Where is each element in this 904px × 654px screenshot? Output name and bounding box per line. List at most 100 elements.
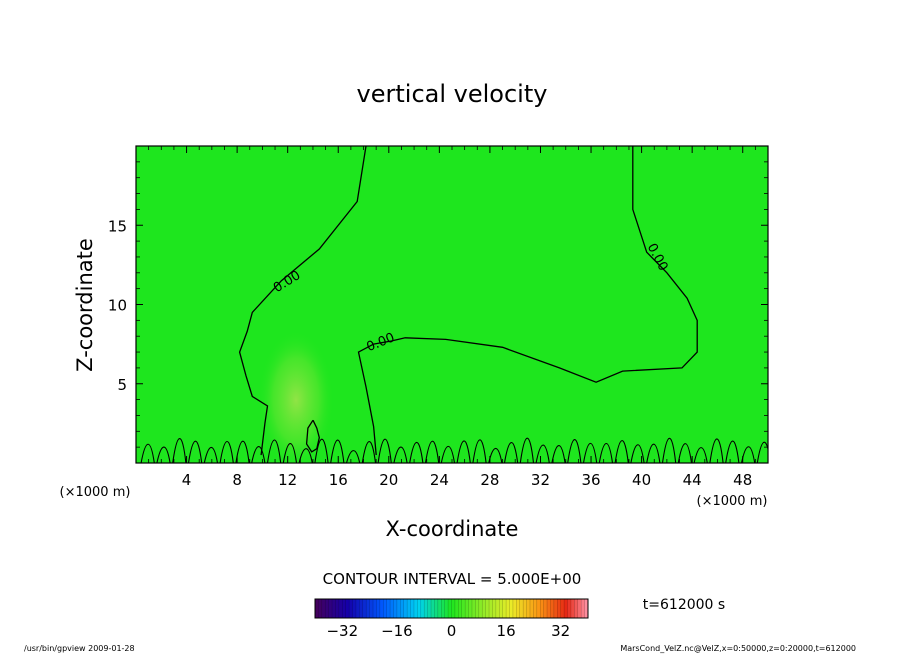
- x-unit-right: (×1000 m): [697, 494, 768, 509]
- colorbar-cell: [373, 599, 377, 618]
- time-label: t=612000 s: [643, 597, 725, 613]
- colorbar-cell: [448, 599, 452, 618]
- colorbar-cell: [489, 599, 493, 618]
- colorbar-cell: [547, 599, 551, 618]
- x-tick-label: 20: [379, 471, 398, 489]
- contour-line: [238, 146, 367, 456]
- colorbar-cell: [574, 599, 579, 618]
- colorbar-cell: [516, 599, 521, 618]
- colorbar-cell: [393, 599, 398, 618]
- colorbar-cell: [523, 599, 527, 618]
- colorbar-cell: [543, 599, 548, 618]
- colorbar-cell: [475, 599, 480, 618]
- contour-interval: CONTOUR INTERVAL = 5.000E+00: [323, 570, 582, 588]
- x-tick-label: 8: [232, 471, 242, 489]
- colorbar-cell: [369, 599, 374, 618]
- colorbar-cell: [386, 599, 391, 618]
- colorbar-cell: [560, 599, 565, 618]
- colorbar-cell: [444, 599, 449, 618]
- colorbar-cell: [533, 599, 538, 618]
- y-tick-label: 15: [108, 217, 127, 235]
- colorbar-cell: [471, 599, 476, 618]
- colorbar-cell: [461, 599, 466, 618]
- colorbar-cell: [431, 599, 435, 618]
- colorbar-cell: [359, 599, 364, 618]
- contour-line: [305, 419, 320, 453]
- colorbar-cell: [366, 599, 370, 618]
- colorbar-cell: [441, 599, 446, 618]
- colorbar-frame: [314, 598, 589, 619]
- x-tick-label: 24: [430, 471, 449, 489]
- colorbar-cell: [413, 599, 418, 618]
- colorbar-cell: [315, 599, 319, 618]
- colorbar-cell: [383, 599, 388, 618]
- colorbar-cell: [492, 599, 497, 618]
- colorbar-cell: [400, 599, 405, 618]
- colorbar-cell: [349, 599, 353, 618]
- colorbar-cell: [410, 599, 415, 618]
- colorbar-cell: [550, 599, 555, 618]
- x-tick-label: 16: [329, 471, 348, 489]
- colorbar-tick-label: −16: [381, 622, 413, 640]
- colorbar-cell: [478, 599, 483, 618]
- x-unit-left: (×1000 m): [60, 485, 131, 500]
- colorbar-cell: [379, 599, 384, 618]
- y-tick-label: 5: [117, 376, 127, 394]
- colorbar-cell: [529, 599, 534, 618]
- colorbar-cell: [451, 599, 456, 618]
- y-tick-label: 10: [108, 297, 127, 315]
- colorbar-cell: [557, 599, 562, 618]
- colorbar-cell: [407, 599, 411, 618]
- y-axis-label: Z-coordinate: [73, 238, 97, 372]
- x-tick-label: 12: [278, 471, 297, 489]
- colorbar-cell: [499, 599, 504, 618]
- colorbar-cell: [427, 599, 432, 618]
- colorbar-cell: [328, 599, 333, 618]
- colorbar-tick-label: 0: [447, 622, 457, 640]
- colorbar-cell: [376, 599, 381, 618]
- colorbar-cell: [553, 599, 558, 618]
- colorbar-cell: [352, 599, 357, 618]
- colorbar-cell: [567, 599, 572, 618]
- colorbar-cell: [468, 599, 473, 618]
- colorbar-cell: [526, 599, 531, 618]
- colorbar: [314, 598, 589, 619]
- colorbar-cell: [519, 599, 524, 618]
- colorbar-cell: [355, 599, 360, 618]
- colorbar-cell: [495, 599, 500, 618]
- colorbar-cell: [424, 599, 429, 618]
- colorbar-cell: [420, 599, 425, 618]
- x-tick-label: 32: [531, 471, 550, 489]
- colorbar-cell: [332, 599, 336, 618]
- plot-area: [135, 145, 769, 464]
- colorbar-cell: [482, 599, 487, 618]
- colorbar-cell: [512, 599, 517, 618]
- colorbar-cell: [434, 599, 439, 618]
- colorbar-cell: [584, 599, 589, 618]
- colorbar-cell: [321, 599, 326, 618]
- x-tick-label: 28: [480, 471, 499, 489]
- colorbar-cell: [485, 599, 490, 618]
- colorbar-cell: [577, 599, 582, 618]
- colorbar-cell: [362, 599, 367, 618]
- positive-anomaly: [258, 330, 334, 463]
- x-tick-label: 44: [683, 471, 702, 489]
- x-tick-label: 36: [581, 471, 600, 489]
- colorbar-cell: [335, 599, 340, 618]
- footer-right: MarsCond_VelZ.nc@VelZ,x=0:50000,z=0:2000…: [620, 644, 856, 653]
- colorbar-cell: [458, 599, 463, 618]
- x-axis-label: X-coordinate: [386, 517, 519, 541]
- colorbar-cell: [564, 599, 568, 618]
- colorbar-cell: [454, 599, 459, 618]
- colorbar-tick-label: 16: [497, 622, 516, 640]
- colorbar-cell: [403, 599, 408, 618]
- x-tick-label: 40: [632, 471, 651, 489]
- colorbar-cell: [536, 599, 541, 618]
- surface-contours: [140, 437, 768, 463]
- colorbar-cell: [417, 599, 422, 618]
- colorbar-cell: [509, 599, 514, 618]
- colorbar-cell: [506, 599, 510, 618]
- colorbar-tick-label: −32: [326, 622, 358, 640]
- colorbar-cell: [338, 599, 343, 618]
- colorbar-cell: [396, 599, 401, 618]
